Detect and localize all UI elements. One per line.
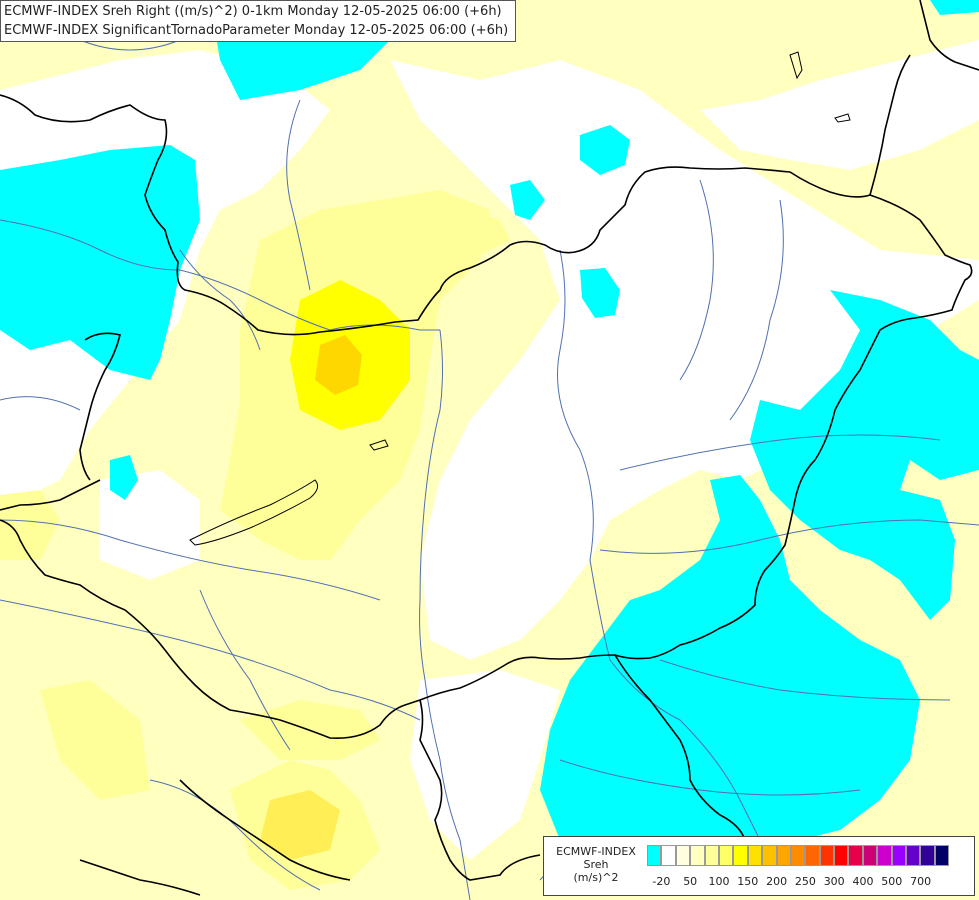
legend-title: ECMWF-INDEX Sreh (m/s)^2: [548, 845, 644, 884]
legend-tick-label: 400: [852, 875, 874, 888]
legend-swatch: [733, 845, 748, 866]
legend-color-scale: [647, 845, 950, 866]
legend-tick-label: 300: [823, 875, 845, 888]
map-title-box: ECMWF-INDEX Sreh Right ((m/s)^2) 0-1km M…: [0, 0, 516, 42]
legend-swatch: [862, 845, 878, 866]
legend-unit: (m/s)^2: [573, 871, 619, 884]
legend-swatch: [834, 845, 849, 866]
lake-balaton: [189, 479, 319, 546]
title-line-1: ECMWF-INDEX Sreh Right ((m/s)^2) 0-1km M…: [4, 4, 502, 19]
legend-swatch: [805, 845, 820, 866]
legend-swatch: [647, 845, 662, 866]
legend-swatch: [920, 845, 935, 866]
legend-swatch: [690, 845, 705, 866]
legend-tick-label: 500: [881, 875, 903, 888]
legend-swatch: [877, 845, 892, 866]
legend-swatch: [762, 845, 777, 866]
legend-swatch: [704, 845, 719, 866]
legend-swatch: [776, 845, 791, 866]
orange-core: [315, 335, 362, 395]
legend-tick-label: 150: [737, 875, 759, 888]
legend-tick-label: 700: [910, 875, 932, 888]
legend-swatch: [906, 845, 921, 866]
legend-swatch: [819, 845, 835, 866]
lakes: [189, 51, 851, 546]
legend-tick-label: 100: [708, 875, 730, 888]
legend-swatch: [675, 845, 691, 866]
rivers: [0, 19, 979, 900]
legend-parameter: Sreh: [583, 858, 609, 871]
legend-tick-label: 50: [683, 875, 698, 888]
legend-tick-label: 200: [766, 875, 788, 888]
legend-swatch: [934, 845, 950, 866]
color-legend: ECMWF-INDEX Sreh (m/s)^2 -20 50 100 150 200 2…: [543, 836, 975, 896]
legend-swatch: [848, 845, 863, 866]
legend-swatch: [747, 845, 763, 866]
legend-swatch: [718, 845, 734, 866]
legend-swatch: [790, 845, 806, 866]
legend-swatch: [891, 845, 907, 866]
legend-model: ECMWF-INDEX: [556, 845, 636, 858]
legend-tick-label: 250: [794, 875, 816, 888]
title-line-2: ECMWF-INDEX SignificantTornadoParameter …: [4, 23, 509, 38]
legend-tick-label: -20: [652, 875, 671, 888]
legend-swatch: [661, 845, 676, 866]
